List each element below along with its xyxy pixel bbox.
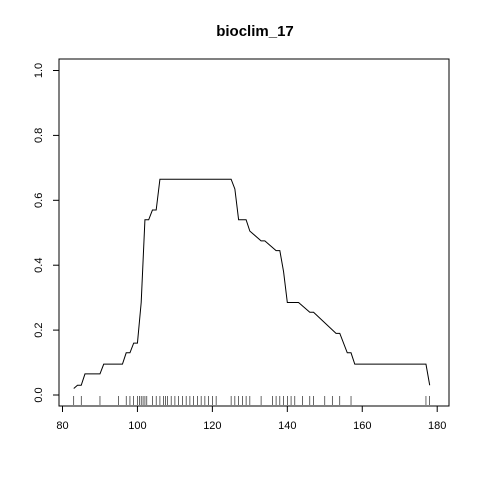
x-tick-label: 180 <box>428 420 446 432</box>
y-tick-label: 1.0 <box>33 63 45 78</box>
plot-frame <box>58 58 450 407</box>
y-tick-label: 0.4 <box>33 258 45 273</box>
x-tick-label: 80 <box>56 420 68 432</box>
x-axis: 80 100 120 140 160 180 <box>56 405 446 432</box>
y-tick-label: 0.0 <box>33 387 45 402</box>
response-curve-line <box>73 178 431 389</box>
y-tick-label: 0.6 <box>33 193 45 208</box>
x-tick-label: 100 <box>128 420 146 432</box>
x-tick-label: 160 <box>353 420 371 432</box>
x-tick-label: 120 <box>203 420 221 432</box>
chart-title: bioclim_17 <box>216 23 294 40</box>
y-tick-label: 0.2 <box>33 322 45 337</box>
rug-marks <box>73 396 431 405</box>
x-tick-label: 140 <box>278 420 296 432</box>
series-group <box>73 178 431 389</box>
y-tick-label: 0.8 <box>33 128 45 143</box>
y-axis: 0.0 0.2 0.4 0.6 0.8 1.0 <box>33 63 60 403</box>
